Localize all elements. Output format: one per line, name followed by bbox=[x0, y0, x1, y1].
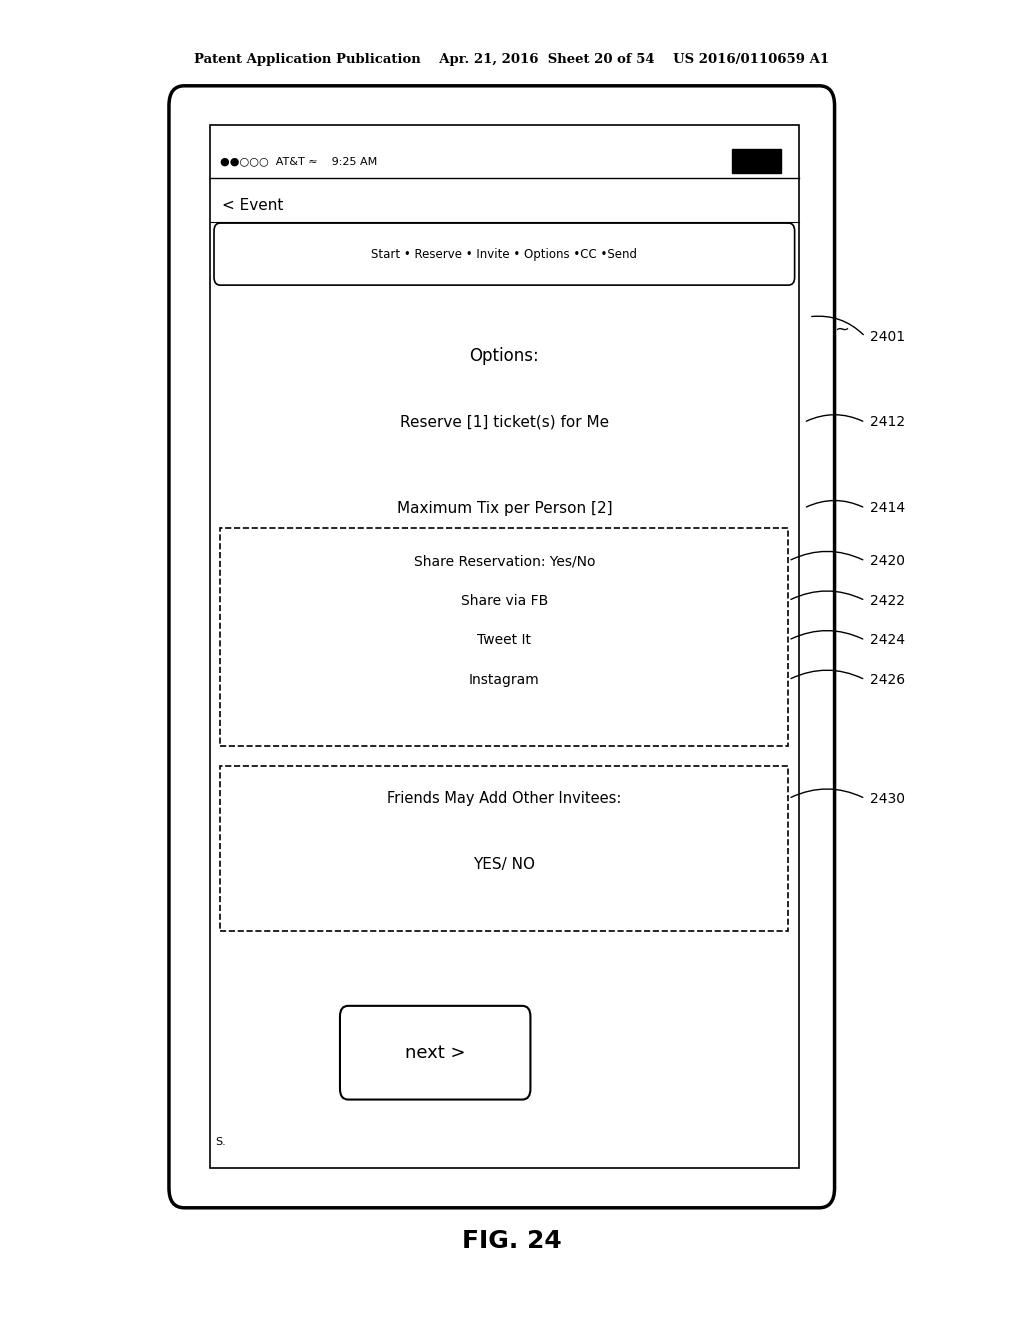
Text: 2414: 2414 bbox=[870, 502, 905, 515]
Text: Options:: Options: bbox=[469, 347, 540, 366]
Text: Patent Application Publication    Apr. 21, 2016  Sheet 20 of 54    US 2016/01106: Patent Application Publication Apr. 21, … bbox=[195, 53, 829, 66]
Text: Share Reservation: Yes/No: Share Reservation: Yes/No bbox=[414, 554, 595, 568]
Text: 2412: 2412 bbox=[870, 416, 905, 429]
Text: YES/ NO: YES/ NO bbox=[473, 857, 536, 873]
Bar bbox=[210, 125, 799, 1168]
Text: 2426: 2426 bbox=[870, 673, 905, 686]
Text: next >: next > bbox=[404, 1044, 466, 1061]
Text: 2420: 2420 bbox=[870, 554, 905, 568]
Text: ~: ~ bbox=[835, 321, 850, 339]
FancyBboxPatch shape bbox=[340, 1006, 530, 1100]
Text: Maximum Tix per Person [2]: Maximum Tix per Person [2] bbox=[396, 500, 612, 516]
FancyBboxPatch shape bbox=[214, 223, 795, 285]
Text: Reserve [1] ticket(s) for Me: Reserve [1] ticket(s) for Me bbox=[399, 414, 609, 430]
Text: 2430: 2430 bbox=[870, 792, 905, 805]
Text: ●●○○○  AT&T ≈    9:25 AM: ●●○○○ AT&T ≈ 9:25 AM bbox=[220, 156, 378, 166]
Text: Instagram: Instagram bbox=[469, 673, 540, 686]
Text: < Event: < Event bbox=[222, 198, 284, 214]
Text: Start • Reserve • Invite • Options •CC •Send: Start • Reserve • Invite • Options •CC •… bbox=[372, 248, 637, 260]
Text: 2401: 2401 bbox=[870, 330, 905, 343]
Text: FIG. 24: FIG. 24 bbox=[462, 1229, 562, 1253]
Bar bbox=[732, 149, 781, 173]
Bar bbox=[220, 766, 788, 931]
Text: Friends May Add Other Invitees:: Friends May Add Other Invitees: bbox=[387, 791, 622, 807]
Text: 2424: 2424 bbox=[870, 634, 905, 647]
Text: Tweet It: Tweet It bbox=[477, 634, 531, 647]
Bar bbox=[220, 528, 788, 746]
Text: Share via FB: Share via FB bbox=[461, 594, 548, 607]
Text: S.: S. bbox=[215, 1137, 225, 1147]
FancyBboxPatch shape bbox=[169, 86, 835, 1208]
Text: 2422: 2422 bbox=[870, 594, 905, 607]
